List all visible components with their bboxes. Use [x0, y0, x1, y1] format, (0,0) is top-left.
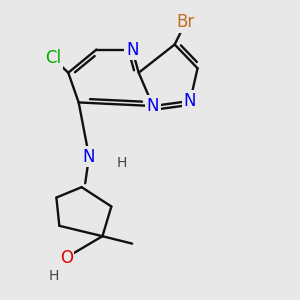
- Text: H: H: [48, 269, 59, 283]
- Text: N: N: [126, 40, 138, 58]
- Text: N: N: [184, 92, 197, 110]
- Text: H: H: [117, 156, 127, 170]
- Text: N: N: [147, 97, 159, 115]
- Text: Cl: Cl: [45, 50, 62, 68]
- Text: O: O: [60, 249, 73, 267]
- Text: Br: Br: [176, 13, 195, 31]
- Text: N: N: [83, 148, 95, 166]
